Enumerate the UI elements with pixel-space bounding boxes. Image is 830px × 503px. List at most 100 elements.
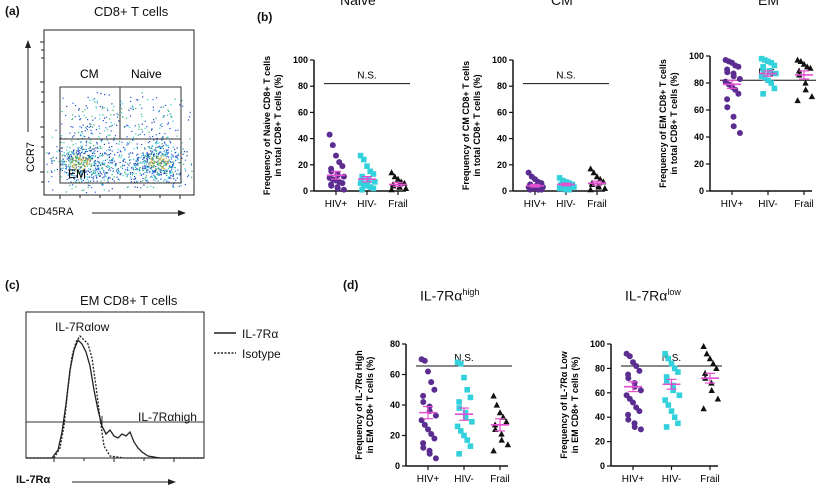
flow-dot	[112, 109, 114, 112]
flow-dot	[76, 176, 78, 179]
flow-dot	[72, 171, 74, 173]
flow-dot	[162, 148, 164, 150]
data-point	[458, 361, 464, 367]
data-point	[339, 163, 346, 170]
flow-dot	[73, 175, 75, 177]
flow-dot	[72, 174, 74, 176]
data-point	[587, 186, 594, 193]
flow-dot	[71, 160, 73, 162]
data-point	[637, 387, 644, 394]
flow-dot	[67, 165, 70, 168]
flow-dot	[170, 166, 172, 168]
flow-dot	[170, 156, 172, 158]
data-point	[736, 129, 743, 136]
flow-dot	[167, 168, 170, 170]
flow-dot	[161, 125, 163, 128]
data-point	[367, 168, 373, 175]
flow-dot	[93, 171, 95, 173]
flow-dot	[162, 166, 164, 168]
data-point	[391, 173, 398, 180]
flow-dot	[77, 179, 79, 181]
flow-dot	[108, 118, 111, 120]
flow-dot	[152, 163, 154, 165]
flow-dot	[98, 174, 100, 176]
flow-dot	[148, 162, 151, 164]
flow-dot	[72, 118, 74, 120]
flow-dot	[126, 167, 129, 169]
flow-dot	[87, 186, 89, 189]
flow-dot	[66, 172, 68, 174]
flow-dot	[137, 162, 139, 164]
flow-dot	[84, 175, 86, 177]
flow-dot	[143, 160, 145, 162]
flow-dot	[53, 160, 55, 162]
y-tick-label: 80	[390, 339, 400, 349]
flow-dot	[128, 169, 130, 171]
flow-dot	[134, 178, 136, 180]
flow-dot	[141, 116, 143, 118]
y-tick-label: 80	[694, 78, 704, 88]
flow-dot	[71, 166, 73, 168]
data-point	[802, 79, 809, 86]
flow-dot	[137, 99, 139, 101]
flow-dot	[79, 155, 81, 157]
data-point	[675, 420, 681, 427]
flow-dot	[82, 148, 84, 151]
y-tick-label: 0	[600, 461, 605, 471]
flow-dot	[99, 172, 101, 174]
flow-dot	[158, 111, 160, 113]
y-tick-label: 0	[395, 461, 400, 471]
flow-dot	[91, 158, 93, 160]
flow-dot	[103, 171, 105, 173]
flow-dot	[177, 173, 179, 175]
flow-dot	[97, 157, 99, 159]
data-point	[469, 418, 475, 425]
flow-a-left-ticks	[40, 41, 44, 183]
flow-dot	[89, 160, 91, 162]
flow-dot	[92, 151, 95, 153]
flow-dot	[155, 117, 157, 119]
flow-dot	[74, 132, 76, 134]
flow-dot	[85, 171, 87, 173]
flow-dot	[76, 154, 78, 156]
flow-dot	[87, 180, 90, 182]
data-point	[590, 169, 597, 176]
flow-dot	[126, 142, 128, 144]
data-point	[636, 408, 643, 415]
flow-dot	[145, 177, 147, 179]
flow-dot	[92, 119, 94, 121]
flow-dot	[116, 113, 118, 115]
flow-dot	[108, 94, 110, 96]
flow-dot	[82, 148, 85, 150]
flow-dot	[156, 160, 158, 162]
flow-dot	[146, 160, 148, 162]
data-point	[388, 186, 395, 193]
flow-dot	[143, 156, 146, 158]
flow-dot	[160, 106, 162, 108]
flow-dot	[153, 163, 155, 165]
flow-dot	[151, 173, 153, 175]
flow-dot	[167, 122, 170, 124]
flow-dot	[64, 167, 66, 170]
flow-dot	[149, 167, 151, 169]
y-tick-label: 40	[497, 134, 507, 144]
flow-dot	[84, 109, 86, 111]
flow-dot	[70, 155, 72, 157]
flow-dot	[82, 169, 84, 171]
flow-dot	[52, 157, 54, 159]
flow-dot	[87, 154, 89, 156]
flow-dot	[92, 126, 94, 128]
flow-dot	[51, 176, 53, 178]
flow-dot	[116, 116, 119, 118]
flow-dot	[156, 150, 158, 152]
data-point	[670, 387, 676, 394]
flow-dot	[71, 161, 73, 163]
flow-dot	[159, 164, 161, 166]
flow-dot	[77, 170, 79, 172]
data-point	[458, 428, 464, 434]
flow-dot	[78, 153, 80, 155]
flow-dot	[164, 162, 166, 164]
flow-dot	[142, 96, 144, 98]
flow-dot	[151, 166, 153, 168]
flow-dot	[108, 153, 110, 156]
